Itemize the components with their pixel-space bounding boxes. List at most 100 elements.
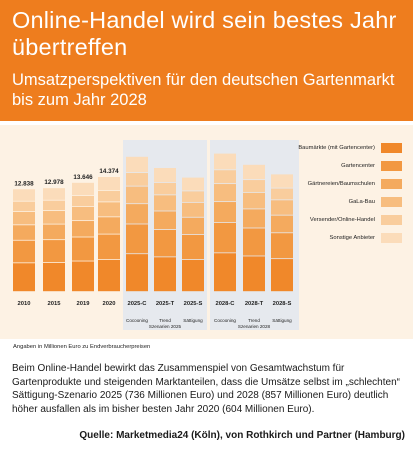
- bar-segment-2025-S-5: [182, 191, 204, 202]
- bar-segment-2025-C-1: [126, 254, 148, 292]
- x-tick-label: 2020: [103, 301, 116, 307]
- legend-swatch: [381, 143, 402, 153]
- bar-segment-2025-T-4: [154, 195, 176, 211]
- bar-total-label: 12.978: [44, 179, 64, 186]
- x-tick-label: 2019: [77, 301, 91, 307]
- bar-segment-2025-S-3: [182, 217, 204, 234]
- x-tick-label: 2025-T: [156, 301, 175, 307]
- bar-segment-2010-6: [13, 189, 35, 201]
- bar-segment-2025-S-4: [182, 202, 204, 217]
- bar-segment-2019-5: [72, 195, 94, 207]
- chart-footnote: Angaben in Millionen Euro zu Endverbrauc…: [13, 344, 150, 350]
- bar-segment-2028-S-5: [271, 188, 293, 200]
- x-tick-label: 2025-C: [127, 301, 147, 307]
- x-tick-label: 2028-T: [245, 301, 264, 307]
- bar-segment-2015-6: [43, 188, 65, 200]
- bar-segment-2015-5: [43, 200, 65, 211]
- bar-segment-2025-T-5: [154, 182, 176, 195]
- x-tick-label: 2028-S: [273, 301, 292, 307]
- bar-segment-2020-5: [98, 190, 120, 202]
- bar-segment-2015-4: [43, 211, 65, 224]
- bar-segment-2028-S-6: [271, 174, 293, 188]
- bar-segment-2020-4: [98, 202, 120, 217]
- bar-segment-2019-4: [72, 206, 94, 221]
- legend-label: Gärtnereien/Baumschulen: [308, 181, 375, 187]
- scenario-group-label: Szenarien 2025: [149, 324, 182, 329]
- bar-segment-2025-T-6: [154, 168, 176, 183]
- bar-segment-2025-C-5: [126, 173, 148, 186]
- bar-segment-2015-1: [43, 262, 65, 292]
- scenario-group-label: Szenarien 2028: [238, 324, 271, 329]
- bar-segment-2010-3: [13, 225, 35, 240]
- x-tick-label: 2025-S: [184, 301, 203, 307]
- bar-segment-2028-C-2: [214, 222, 236, 253]
- scenario-sub-label: Sättigung: [272, 318, 292, 323]
- bar-segment-2025-T-2: [154, 230, 176, 257]
- bar-segment-2025-C-3: [126, 204, 148, 224]
- scenario-sub-label: Cocooning: [126, 318, 148, 323]
- bar-segment-2028-T-6: [243, 164, 265, 180]
- legend-label: Sonstige Anbieter: [330, 235, 376, 241]
- scenario-sub-label: Sättigung: [183, 318, 203, 323]
- bar-segment-2028-C-4: [214, 184, 236, 202]
- bar-total-label: 13.646: [73, 174, 93, 181]
- scenario-sub-label: Cocooning: [214, 318, 236, 323]
- bar-segment-2020-2: [98, 234, 120, 259]
- bar-segment-2028-T-2: [243, 228, 265, 256]
- bar-segment-2019-2: [72, 237, 94, 261]
- bar-segment-2028-T-5: [243, 180, 265, 192]
- bar-segment-2028-T-1: [243, 256, 265, 292]
- x-tick-label: 2010: [18, 301, 31, 307]
- bar-segment-2010-4: [13, 211, 35, 225]
- bar-segment-2025-T-1: [154, 257, 176, 292]
- legend-label: Gartencenter: [341, 163, 375, 169]
- x-tick-label: 2015: [48, 301, 62, 307]
- legend-swatch: [381, 215, 402, 225]
- bar-segment-2020-6: [98, 177, 120, 191]
- page-title: Online-Handel wird sein bestes Jahr über…: [12, 7, 397, 60]
- bar-segment-2025-C-4: [126, 186, 148, 204]
- bar-segment-2015-3: [43, 224, 65, 240]
- bar-segment-2028-S-3: [271, 215, 293, 233]
- bar-segment-2028-C-1: [214, 253, 236, 292]
- bar-segment-2028-C-6: [214, 153, 236, 170]
- legend-swatch: [381, 233, 402, 243]
- bar-segment-2028-S-4: [271, 200, 293, 215]
- bar-segment-2025-S-6: [182, 177, 204, 191]
- legend-swatch: [381, 161, 402, 171]
- bar-segment-2028-S-2: [271, 233, 293, 259]
- bar-segment-2025-T-3: [154, 211, 176, 230]
- header-banner: Online-Handel wird sein bestes Jahr über…: [0, 0, 413, 121]
- bar-segment-2019-1: [72, 261, 94, 292]
- legend-swatch: [381, 179, 402, 189]
- bar-segment-2015-2: [43, 240, 65, 263]
- bar-segment-2019-3: [72, 221, 94, 237]
- legend-label: GaLa-Bau: [349, 199, 375, 205]
- bar-segment-2028-T-4: [243, 192, 265, 209]
- bar-segment-2025-C-6: [126, 156, 148, 173]
- bar-segment-2028-C-3: [214, 202, 236, 222]
- bar-segment-2025-S-2: [182, 234, 204, 260]
- legend-swatch: [381, 197, 402, 207]
- legend-label: Versender/Online-Handel: [310, 217, 375, 223]
- bar-total-label: 12.838: [14, 180, 34, 187]
- scenario-sub-label: Trend: [248, 318, 260, 323]
- legend-label: Baumärkte (mit Gartencenter): [298, 145, 375, 151]
- source-credit: Quelle: Marketmedia24 (Köln), von Rothki…: [79, 430, 405, 441]
- page-subtitle: Umsatzperspektiven für den deutschen Gar…: [12, 71, 395, 109]
- bar-segment-2010-5: [13, 201, 35, 212]
- bar-segment-2019-6: [72, 182, 94, 196]
- scenario-sub-label: Trend: [159, 318, 171, 323]
- bar-segment-2020-3: [98, 217, 120, 234]
- bar-segment-2028-C-5: [214, 170, 236, 184]
- bar-segment-2010-1: [13, 263, 35, 292]
- x-tick-label: 2028-C: [215, 301, 235, 307]
- bar-total-label: 14.374: [99, 168, 119, 175]
- bar-segment-2025-C-2: [126, 224, 148, 254]
- bar-segment-2028-T-3: [243, 209, 265, 228]
- bar-segment-2010-2: [13, 240, 35, 263]
- bar-segment-2020-1: [98, 259, 120, 292]
- bar-segment-2025-S-1: [182, 259, 204, 292]
- bar-segment-2028-S-1: [271, 259, 293, 292]
